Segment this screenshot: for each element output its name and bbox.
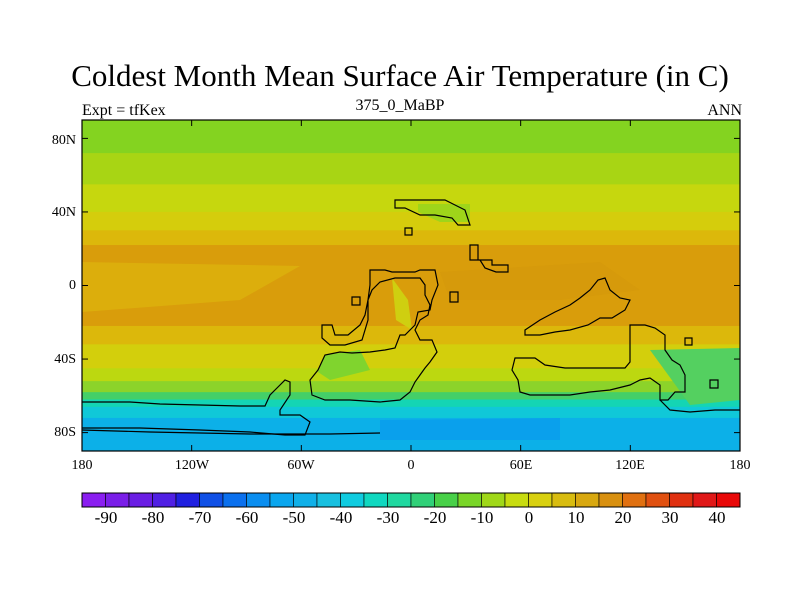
colorbar-box xyxy=(692,492,717,508)
colorbar-label: 20 xyxy=(614,508,632,527)
colorbar-label: -30 xyxy=(376,508,400,527)
coastline-small-island-f xyxy=(709,379,719,389)
colorbar-box xyxy=(199,492,224,508)
lon-label-60e: 60E xyxy=(509,458,533,473)
colorbar-boxes xyxy=(81,492,741,508)
colorbar-frame xyxy=(81,492,741,508)
temperature-field xyxy=(82,120,740,451)
colorbar-box xyxy=(434,492,459,508)
temperature-band xyxy=(82,406,740,419)
colorbar-box xyxy=(340,492,365,508)
cold-patch-north xyxy=(418,204,470,222)
temperature-band xyxy=(82,392,740,401)
lat-label-80s: 80S xyxy=(54,425,76,440)
lon-label-60w: 60W xyxy=(287,458,315,473)
coastline-southwest-shelf xyxy=(82,379,311,436)
colorbar-box xyxy=(81,492,106,508)
cold-patch-east xyxy=(650,348,740,405)
coastline-north-island xyxy=(394,199,471,226)
temperature-band xyxy=(82,184,740,213)
axis-ticks xyxy=(81,120,741,451)
colorbar-box xyxy=(481,492,506,508)
colorbar-box xyxy=(410,492,435,508)
colorbar-label: -60 xyxy=(235,508,259,527)
colorbar-box xyxy=(269,492,294,508)
colorbar-box xyxy=(551,492,576,508)
colorbar-box xyxy=(645,492,670,508)
coastline-south-rim xyxy=(81,429,381,435)
season-label: ANN xyxy=(707,102,742,119)
coastline-east-continent xyxy=(511,324,686,401)
warm-tongue-west xyxy=(82,262,300,312)
colorbar-box xyxy=(316,492,341,508)
lat-label-40n: 40N xyxy=(51,205,76,220)
temperature-band xyxy=(82,399,740,408)
time-label: 375_0_MaBP xyxy=(355,97,445,114)
colorbar-box xyxy=(222,492,247,508)
temperature-band xyxy=(82,211,740,231)
colorbar-box xyxy=(387,492,412,508)
colorbar-box xyxy=(246,492,271,508)
lon-label-0: 0 xyxy=(407,458,415,473)
temperature-band xyxy=(82,381,740,393)
colorbar-label: 30 xyxy=(661,508,679,527)
temperature-band xyxy=(82,325,740,345)
lon-label-180w: 180 xyxy=(71,458,93,473)
colorbar-box xyxy=(598,492,623,508)
colorbar-box xyxy=(716,492,741,508)
colorbar-label: -50 xyxy=(282,508,306,527)
cool-patch-south-continent xyxy=(318,350,370,380)
colorbar-label: -70 xyxy=(188,508,212,527)
coastline-small-island-b xyxy=(469,244,509,273)
colorbar-label: 10 xyxy=(567,508,585,527)
lat-label-0: 0 xyxy=(69,278,76,293)
lon-label-120w: 120W xyxy=(174,458,210,473)
lon-label-180e: 180 xyxy=(729,458,751,473)
coastline-small-island-d xyxy=(449,291,459,303)
colorbar-label: -10 xyxy=(470,508,494,527)
colorbar-label: 0 xyxy=(524,508,534,527)
colorbar-box xyxy=(363,492,388,508)
temperature-band xyxy=(82,153,740,185)
lat-label-80n: 80N xyxy=(51,133,76,148)
colorbar-label: 40 xyxy=(708,508,726,527)
temperature-band xyxy=(82,368,740,382)
colorbar-label: -20 xyxy=(423,508,447,527)
coastline-small-island-c xyxy=(351,296,361,306)
coastline-main-continent xyxy=(309,269,439,403)
coastlines xyxy=(81,199,740,436)
cool-patch-continent xyxy=(392,278,412,330)
plot-title: Coldest Month Mean Surface Air Temperatu… xyxy=(71,58,729,93)
colorbar-box xyxy=(622,492,647,508)
coastline-small-island-a xyxy=(404,227,413,236)
coastline-east-rim xyxy=(659,399,740,413)
colorbar-box xyxy=(669,492,694,508)
colorbar-box xyxy=(105,492,130,508)
colorbar-label: -40 xyxy=(329,508,353,527)
colorbar-label: -90 xyxy=(94,508,118,527)
lat-label-40s: 40S xyxy=(54,352,76,367)
cold-core-south xyxy=(380,418,560,440)
colorbar-box xyxy=(457,492,482,508)
colorbar-box xyxy=(575,492,600,508)
colorbar-box xyxy=(293,492,318,508)
colorbar-box xyxy=(128,492,153,508)
colorbar-box xyxy=(528,492,553,508)
temperature-band xyxy=(82,230,740,246)
colorbar-box xyxy=(175,492,200,508)
colorbar-box xyxy=(152,492,177,508)
colorbar-box xyxy=(504,492,529,508)
colorbar-label: -80 xyxy=(141,508,165,527)
lon-label-120e: 120E xyxy=(615,458,645,473)
coastline-eastern-arm xyxy=(524,277,631,336)
experiment-label: Expt = tfKex xyxy=(82,102,166,119)
colorbar xyxy=(81,492,741,508)
coastline-small-island-e xyxy=(684,337,693,346)
temperature-band xyxy=(82,344,740,369)
